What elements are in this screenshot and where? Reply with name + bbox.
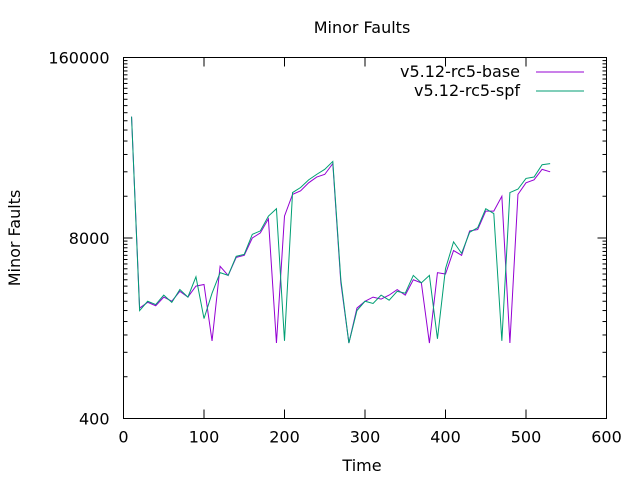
y-tick-label: 400 <box>79 410 110 429</box>
x-tick-label: 0 <box>118 428 128 447</box>
chart-title: Minor Faults <box>314 18 411 37</box>
x-tick-label: 300 <box>350 428 381 447</box>
series-line-2 <box>131 116 551 344</box>
plot-frame <box>123 57 607 419</box>
series-group <box>131 116 551 344</box>
y-axis: 400 8000 160000 <box>48 49 607 429</box>
y-tick-label: 160000 <box>48 49 109 68</box>
x-tick-label: 400 <box>430 428 461 447</box>
x-tick-label: 100 <box>189 428 220 447</box>
x-axis: 0 100 200 300 400 500 600 <box>118 57 622 447</box>
y-tick-label: 8000 <box>69 229 110 248</box>
y-axis-label: Minor Faults <box>5 190 24 287</box>
x-axis-label: Time <box>341 456 381 475</box>
x-tick-label: 200 <box>269 428 300 447</box>
series-line-1 <box>131 116 551 344</box>
x-tick-label: 600 <box>591 428 622 447</box>
legend-label-2: v5.12-rc5-spf <box>414 81 520 100</box>
legend-label-1: v5.12-rc5-base <box>400 62 520 81</box>
x-tick-label: 500 <box>511 428 542 447</box>
